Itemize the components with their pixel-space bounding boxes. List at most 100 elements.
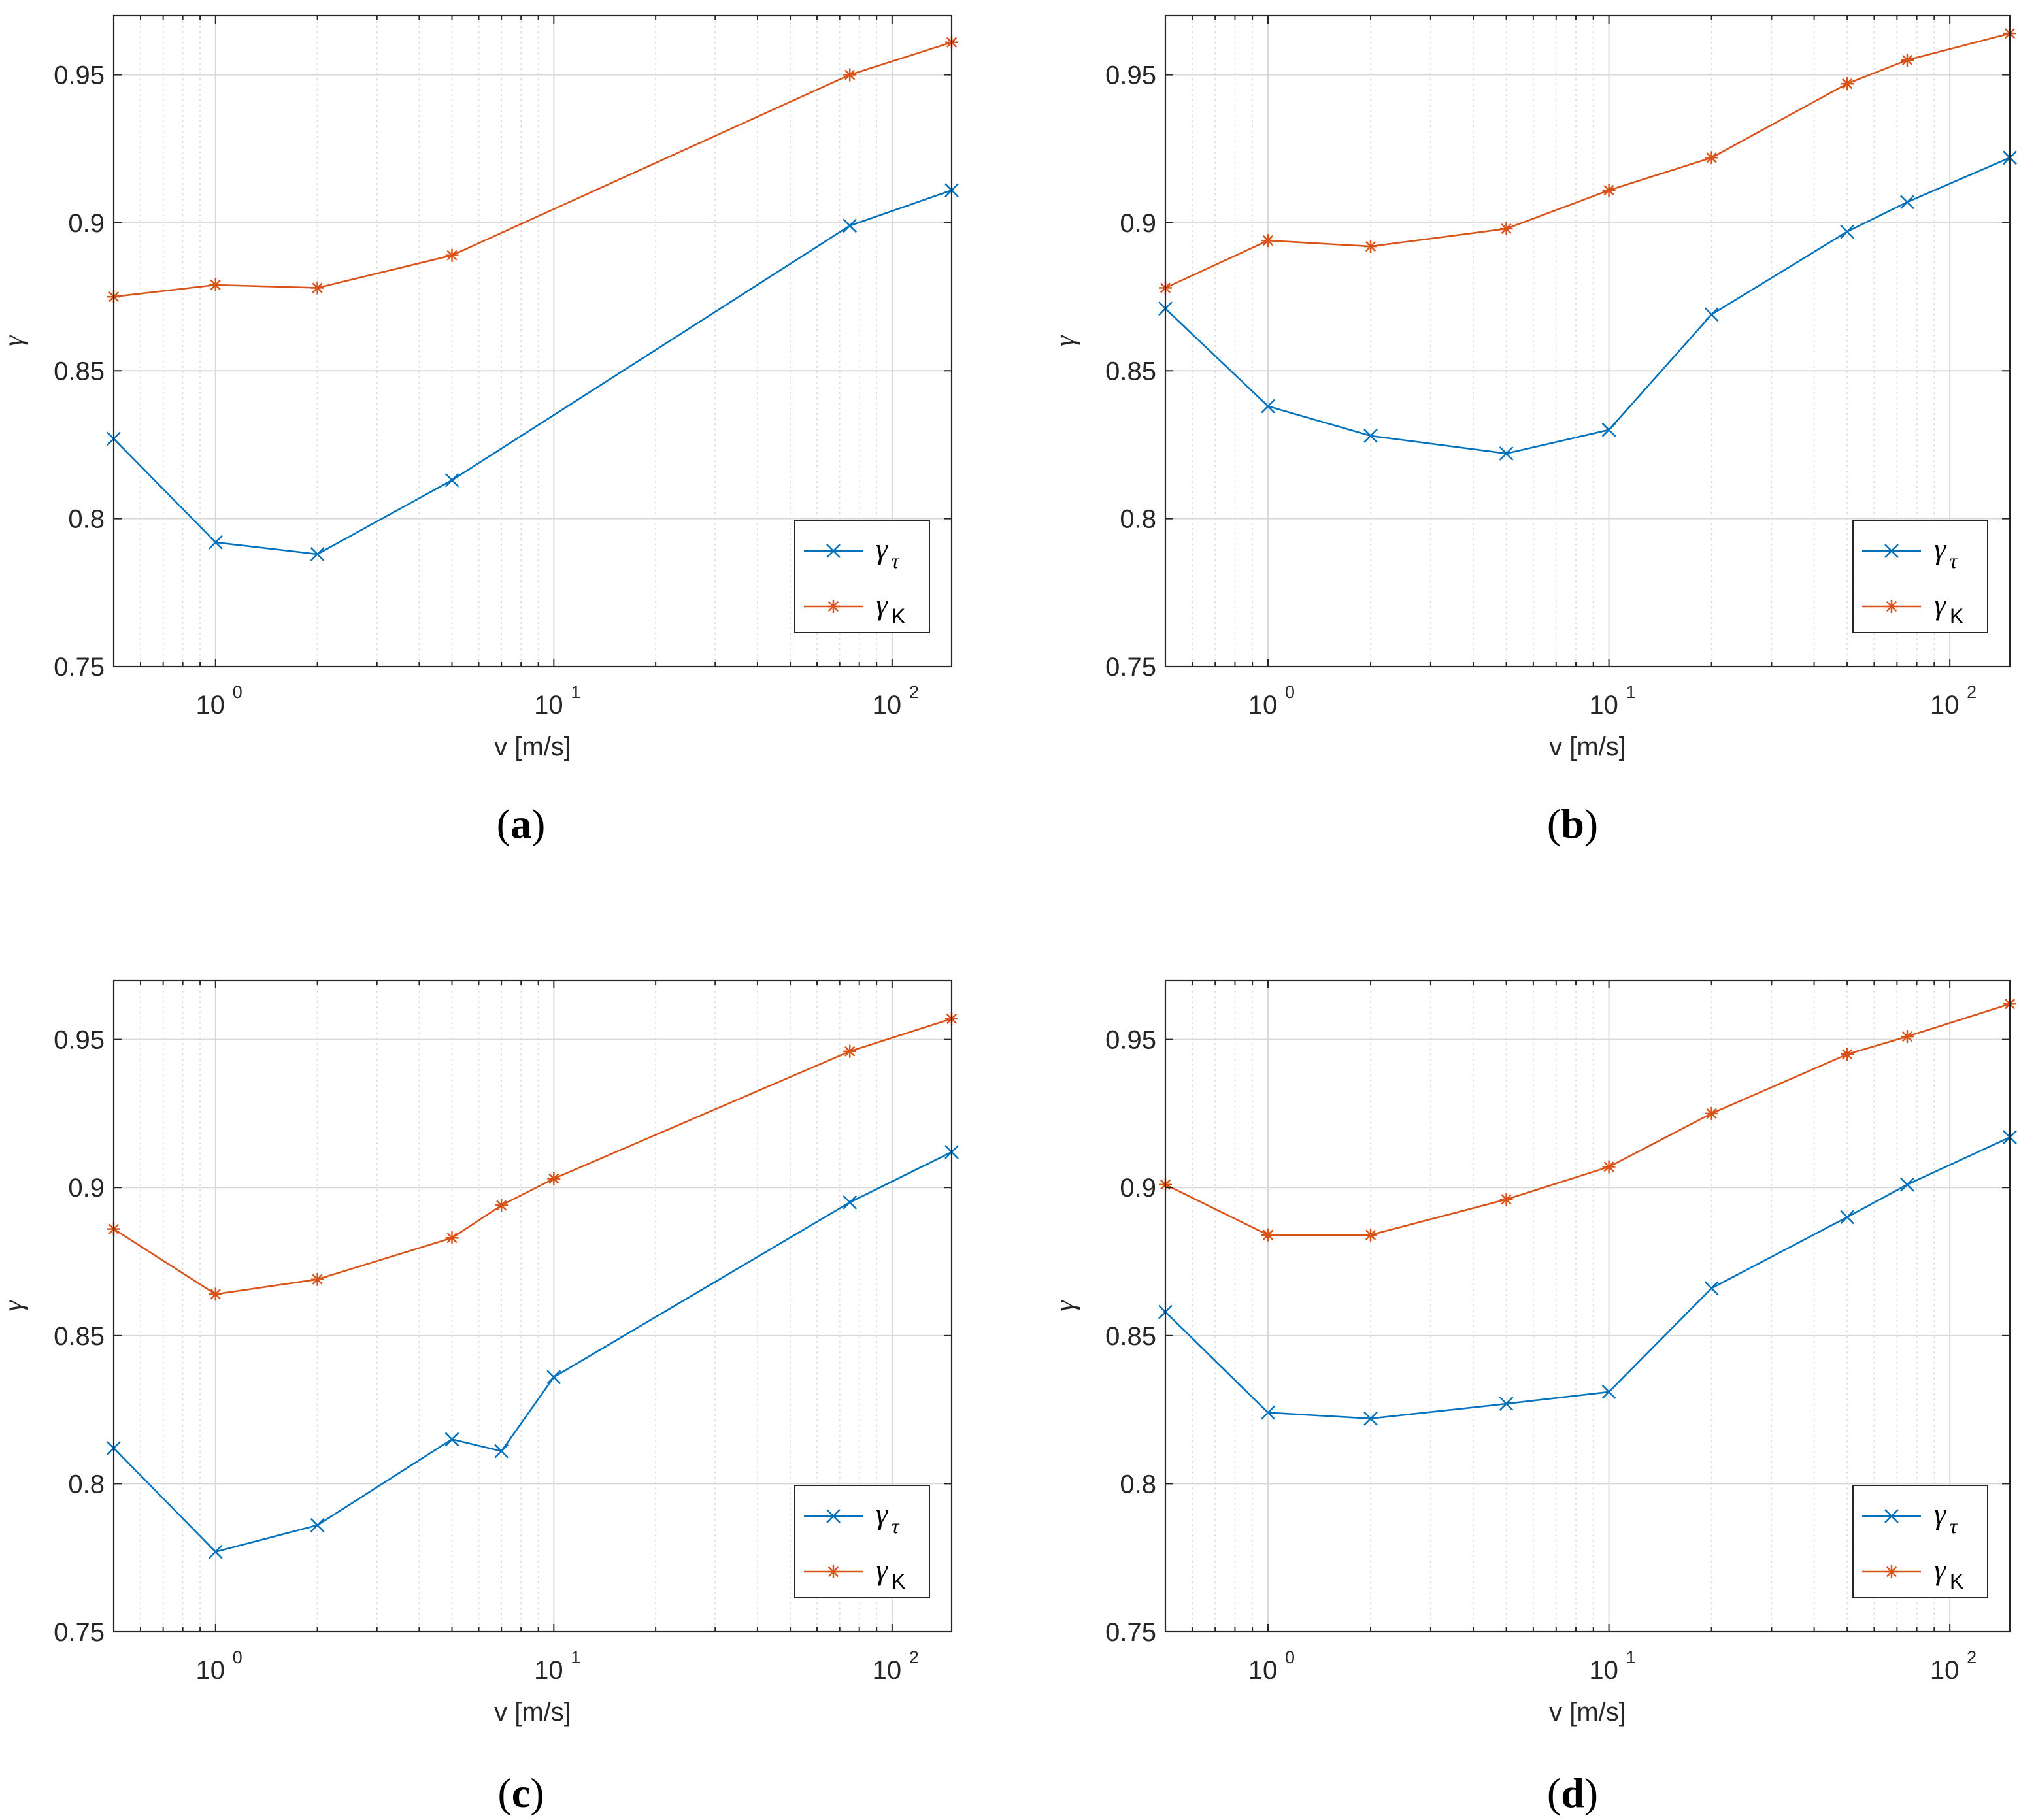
data-point-gamma_tau xyxy=(1499,1397,1514,1411)
data-point-gamma_K xyxy=(1499,1193,1513,1206)
y-axis-label: γ xyxy=(1050,1300,1080,1312)
tick-marks xyxy=(113,980,952,1632)
y-axis-label: γ xyxy=(0,1300,29,1312)
y-axis-label: γ xyxy=(0,335,29,346)
data-point-gamma_K xyxy=(1602,184,1616,197)
data-point-gamma_K xyxy=(1841,77,1854,91)
y-tick-label: 0.95 xyxy=(1105,1026,1156,1055)
panel-caption: (b) xyxy=(1547,801,1598,847)
x-tick-exponent: 1 xyxy=(1626,682,1636,702)
data-point-gamma_K xyxy=(445,248,459,262)
x-tick-exponent: 1 xyxy=(571,1647,580,1667)
grid-lines xyxy=(114,980,952,1632)
legend-subscript: τ xyxy=(1950,1514,1958,1538)
data-point-gamma_tau xyxy=(1840,1210,1855,1225)
data-point-gamma_tau xyxy=(1261,399,1275,414)
series-line-gamma_tau xyxy=(113,1151,952,1553)
legend-label: γ xyxy=(876,1497,889,1530)
legend-box xyxy=(794,1485,930,1598)
data-point-gamma_K xyxy=(310,281,324,295)
legend-marker-gamma_tau xyxy=(1884,1509,1899,1523)
legend-box xyxy=(794,520,930,633)
y-tick-label: 0.9 xyxy=(68,209,105,238)
x-tick-exponent: 2 xyxy=(909,682,919,702)
data-point-gamma_tau xyxy=(843,1195,858,1210)
x-tick-label: 10 xyxy=(873,691,902,720)
data-point-gamma_tau xyxy=(1900,1177,1914,1192)
y-tick-label: 0.75 xyxy=(1105,1618,1156,1647)
y-tick-label: 0.85 xyxy=(54,1322,105,1351)
x-tick-label: 10 xyxy=(534,1656,563,1685)
data-point-gamma_tau xyxy=(1601,1385,1616,1399)
data-point-gamma_K xyxy=(1261,234,1275,248)
data-point-gamma_tau xyxy=(494,1444,509,1459)
legend-subscript: K xyxy=(892,604,905,628)
y-tick-label: 0.75 xyxy=(54,1618,105,1647)
series-line-gamma_K xyxy=(113,1018,952,1295)
legend-subscript: K xyxy=(1950,604,1963,628)
y-tick-label: 0.95 xyxy=(1105,61,1156,90)
data-point-gamma_tau xyxy=(843,218,858,233)
axes-frame xyxy=(1164,979,2011,1633)
legend-marker-gamma_K xyxy=(1885,1565,1898,1578)
y-tick-label: 0.9 xyxy=(1120,1174,1156,1202)
data-point-gamma_K xyxy=(547,1172,561,1185)
legend-label: γ xyxy=(1934,587,1947,621)
y-tick-label: 0.85 xyxy=(1105,1322,1156,1351)
x-axis-label: v [m/s] xyxy=(494,733,571,761)
data-point-gamma_tau xyxy=(208,1544,223,1559)
series-line-gamma_tau xyxy=(113,189,952,555)
data-point-gamma_tau xyxy=(1499,446,1514,461)
caption-letter: a xyxy=(510,801,531,847)
x-tick-label: 10 xyxy=(196,1656,225,1685)
legend-label: γ xyxy=(1934,1553,1947,1586)
caption-letter: d xyxy=(1561,1770,1584,1816)
x-tick-exponent: 1 xyxy=(1626,1647,1636,1667)
x-axis-label: v [m/s] xyxy=(494,1698,571,1727)
axes-frame xyxy=(1164,14,2011,668)
caption-paren: ( xyxy=(497,801,510,847)
y-tick-label: 0.8 xyxy=(68,1470,105,1498)
data-point-gamma_K xyxy=(209,278,222,291)
data-point-gamma_tau xyxy=(310,1517,325,1532)
y-tick-label: 0.85 xyxy=(1105,357,1156,386)
y-tick-label: 0.9 xyxy=(1120,209,1156,238)
y-tick-label: 0.95 xyxy=(54,61,105,90)
legend-subscript: τ xyxy=(892,549,900,572)
data-point-gamma_K xyxy=(1900,1030,1914,1044)
x-tick-label: 10 xyxy=(873,1656,902,1685)
data-point-gamma_K xyxy=(1364,1228,1378,1242)
legend-label: γ xyxy=(1934,1497,1947,1530)
legend-marker-gamma_K xyxy=(1885,600,1898,613)
legend-label: γ xyxy=(876,587,889,621)
data-point-gamma_tau xyxy=(1363,1411,1378,1426)
data-point-gamma_K xyxy=(1705,151,1718,165)
x-tick-label: 10 xyxy=(1930,691,1960,720)
legend-marker-gamma_tau xyxy=(1884,544,1899,558)
caption-paren: ( xyxy=(1547,1770,1561,1816)
caption-letter: c xyxy=(512,1770,530,1816)
legend-box xyxy=(1852,520,1988,633)
data-point-gamma_tau xyxy=(444,472,459,488)
legend-label: γ xyxy=(876,1553,889,1586)
data-point-gamma_K xyxy=(209,1287,222,1301)
x-tick-exponent: 1 xyxy=(571,682,580,702)
data-point-gamma_K xyxy=(445,1231,459,1245)
x-tick-label: 10 xyxy=(534,691,563,720)
legend-label: γ xyxy=(876,532,889,565)
data-point-gamma_tau xyxy=(1261,1405,1275,1420)
y-tick-label: 0.75 xyxy=(1105,653,1156,682)
legend: γ τγ K xyxy=(1852,1485,1988,1598)
data-point-gamma_K xyxy=(843,68,857,82)
legend-subscript: K xyxy=(1950,1570,1963,1593)
